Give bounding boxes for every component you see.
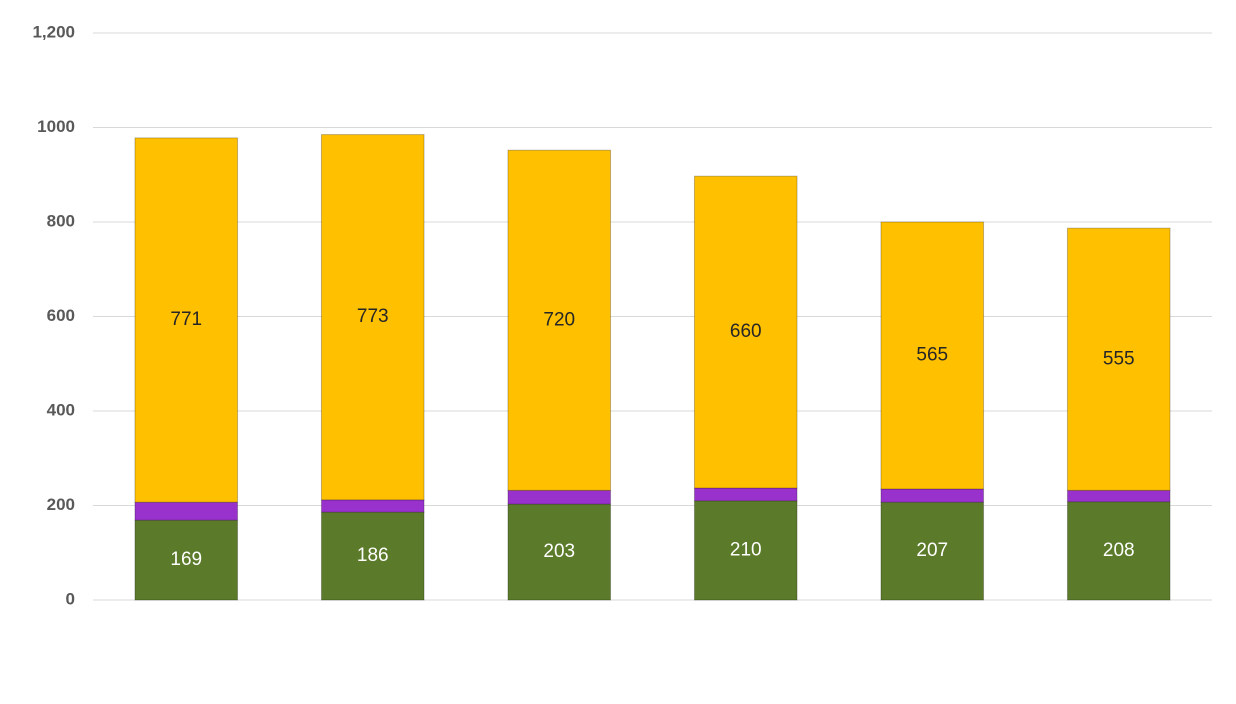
- bar-segment: [134, 519, 239, 601]
- bar-segment: [507, 503, 612, 601]
- y-tick-label: 1,200: [32, 22, 75, 41]
- data-label: 203: [543, 541, 575, 562]
- bar-segment: [507, 149, 612, 491]
- y-tick-label: 400: [47, 400, 75, 419]
- data-label: 720: [543, 309, 575, 330]
- data-label: 555: [1103, 348, 1135, 369]
- bar-segment: [507, 489, 612, 505]
- bar-segment: [1066, 227, 1171, 491]
- data-label: 565: [916, 344, 948, 365]
- bar-segment: [880, 221, 985, 490]
- data-label: 773: [357, 306, 389, 327]
- data-label: 186: [357, 545, 389, 566]
- bar-segment: [693, 175, 798, 489]
- y-tick-label: 1000: [37, 117, 75, 136]
- bar-segment: [1066, 489, 1171, 503]
- bar-segment: [134, 137, 239, 503]
- bar-segment: [320, 499, 425, 513]
- data-label: 771: [170, 309, 202, 330]
- y-tick-label: 800: [47, 211, 75, 230]
- bar-segment: [1066, 501, 1171, 601]
- bar-segment: [880, 488, 985, 503]
- bar-segment: [134, 501, 239, 521]
- data-label: 208: [1103, 540, 1135, 561]
- y-tick-label: 200: [47, 495, 75, 514]
- bar-segment: [320, 134, 425, 501]
- y-tick-label: 600: [47, 306, 75, 325]
- bar-segment: [693, 500, 798, 601]
- data-label: 207: [916, 540, 948, 561]
- y-tick-label: 0: [66, 589, 75, 608]
- bar-segment: [693, 487, 798, 502]
- data-label: 660: [730, 321, 762, 342]
- data-label: 169: [170, 549, 202, 570]
- bar-segment: [880, 501, 985, 601]
- data-label: 210: [730, 539, 762, 560]
- bar-segment: [320, 511, 425, 601]
